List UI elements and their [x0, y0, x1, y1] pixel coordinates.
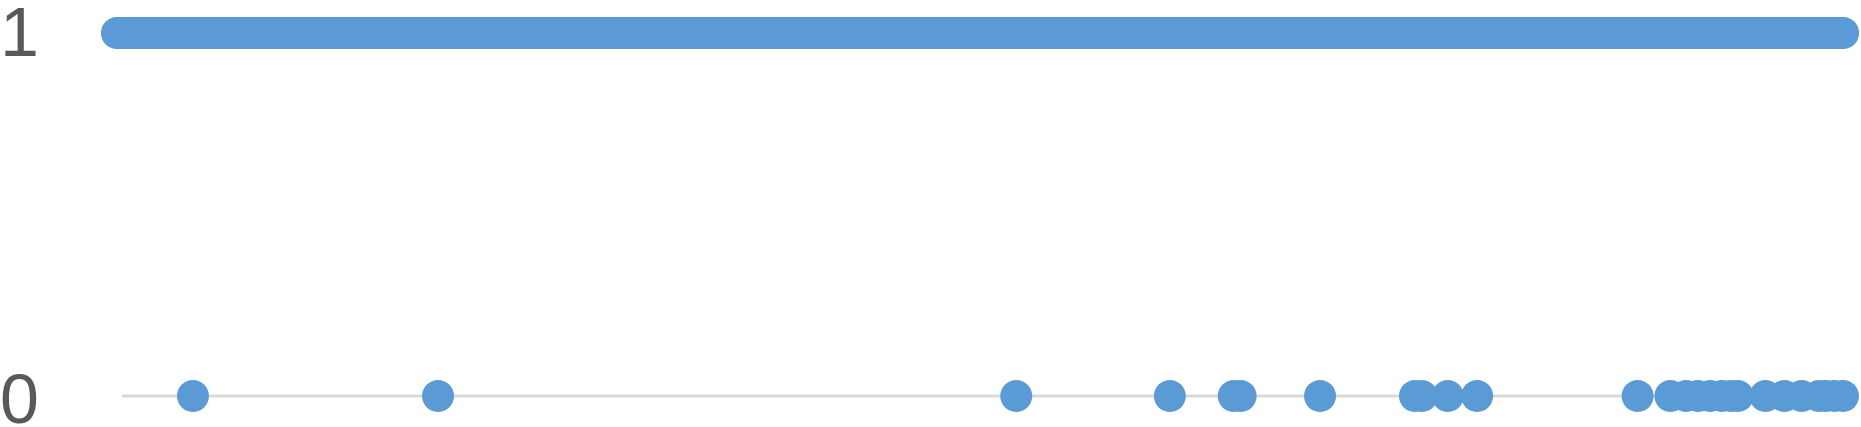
data-point-y1-33: [1590, 17, 1623, 49]
data-point-y1-25: [1226, 17, 1259, 49]
data-point-y1-3: [230, 17, 263, 49]
data-point-y1-7: [406, 17, 439, 49]
data-point-y1-8: [456, 17, 489, 49]
data-point-y1-14: [725, 17, 758, 49]
data-point-y0-3: [1153, 380, 1186, 412]
data-point-y1-35: [1682, 17, 1715, 49]
data-point-y1-24: [1181, 17, 1214, 49]
data-point-y1-9: [497, 17, 530, 49]
data-point-y0-2: [1000, 380, 1033, 412]
data-point-y1-11: [589, 17, 622, 49]
data-points: [101, 17, 1859, 412]
data-point-y1-38: [1799, 17, 1832, 49]
data-point-y0-8: [1405, 380, 1438, 412]
data-point-y1-23: [1136, 17, 1169, 49]
data-point-y1-10: [544, 17, 577, 49]
y-tick-label-0: 0: [0, 360, 39, 427]
data-point-y0-25: [1827, 380, 1859, 412]
data-point-y0-18: [1721, 380, 1754, 412]
data-point-y1-16: [817, 17, 850, 49]
data-point-y1-19: [953, 17, 986, 49]
data-point-y1-2: [180, 17, 213, 49]
data-point-y1-18: [908, 17, 941, 49]
data-point-y0-1: [422, 380, 455, 412]
data-point-y1-37: [1771, 17, 1804, 49]
data-point-y1-27: [1317, 17, 1350, 49]
y-tick-label-1: 1: [0, 0, 39, 71]
data-point-y1-32: [1545, 17, 1578, 49]
data-point-y0-5: [1224, 380, 1257, 412]
data-point-y1-4: [271, 17, 304, 49]
data-point-y1-0: [101, 17, 133, 49]
data-point-y1-22: [1089, 17, 1122, 49]
data-point-y1-21: [1045, 17, 1078, 49]
data-point-y1-12: [636, 17, 669, 49]
data-point-y1-15: [772, 17, 805, 49]
data-point-y1-6: [361, 17, 394, 49]
data-point-y0-6: [1304, 380, 1337, 412]
data-point-y1-1: [142, 17, 175, 49]
data-point-y1-13: [680, 17, 713, 49]
data-point-y1-17: [862, 17, 895, 49]
data-point-y0-10: [1461, 380, 1494, 412]
data-point-y1-36: [1726, 17, 1759, 49]
data-point-y1-29: [1409, 17, 1442, 49]
data-point-y1-39: [1827, 17, 1859, 49]
data-point-y0-11: [1621, 380, 1654, 412]
data-point-y1-34: [1635, 17, 1668, 49]
data-point-y1-30: [1454, 17, 1487, 49]
data-point-y1-31: [1499, 17, 1532, 49]
data-point-y1-28: [1362, 17, 1395, 49]
data-point-y0-0: [176, 380, 209, 412]
data-point-y1-20: [998, 17, 1031, 49]
data-point-y1-26: [1272, 17, 1305, 49]
data-point-y1-5: [315, 17, 348, 49]
data-point-y0-9: [1431, 380, 1464, 412]
